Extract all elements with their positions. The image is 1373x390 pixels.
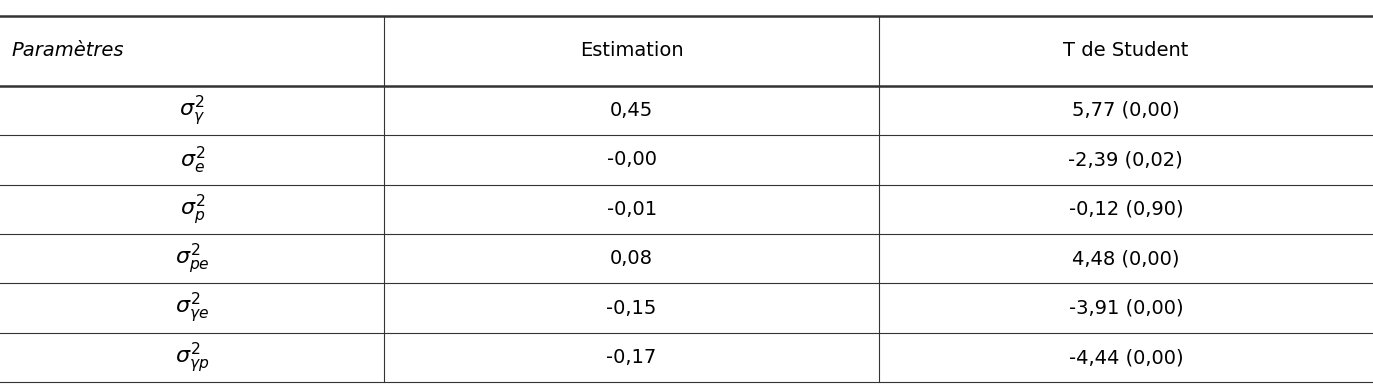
Text: -4,44 (0,00): -4,44 (0,00) [1068, 348, 1184, 367]
Text: T de Student: T de Student [1063, 41, 1189, 60]
Text: 5,77 (0,00): 5,77 (0,00) [1072, 101, 1179, 120]
Text: $\sigma^{2}_{e}$: $\sigma^{2}_{e}$ [180, 144, 205, 176]
Text: -0,00: -0,00 [607, 151, 656, 169]
Text: $\sigma^{2}_{\gamma}$: $\sigma^{2}_{\gamma}$ [180, 93, 205, 128]
Text: Paramètres: Paramètres [11, 41, 124, 60]
Text: -0,12 (0,90): -0,12 (0,90) [1068, 200, 1184, 219]
Text: Estimation: Estimation [579, 41, 684, 60]
Text: -0,17: -0,17 [607, 348, 656, 367]
Text: 0,45: 0,45 [610, 101, 654, 120]
Text: -2,39 (0,02): -2,39 (0,02) [1068, 151, 1184, 169]
Text: $\sigma^{2}_{\gamma e}$: $\sigma^{2}_{\gamma e}$ [176, 291, 209, 325]
Text: -0,01: -0,01 [607, 200, 656, 219]
Text: $\sigma^{2}_{p}$: $\sigma^{2}_{p}$ [180, 192, 205, 227]
Text: $\sigma^{2}_{pe}$: $\sigma^{2}_{pe}$ [174, 241, 210, 276]
Text: -3,91 (0,00): -3,91 (0,00) [1068, 299, 1184, 317]
Text: $\sigma^{2}_{\gamma p}$: $\sigma^{2}_{\gamma p}$ [174, 340, 210, 375]
Text: 4,48 (0,00): 4,48 (0,00) [1072, 249, 1179, 268]
Text: 0,08: 0,08 [610, 249, 654, 268]
Text: -0,15: -0,15 [607, 299, 656, 317]
